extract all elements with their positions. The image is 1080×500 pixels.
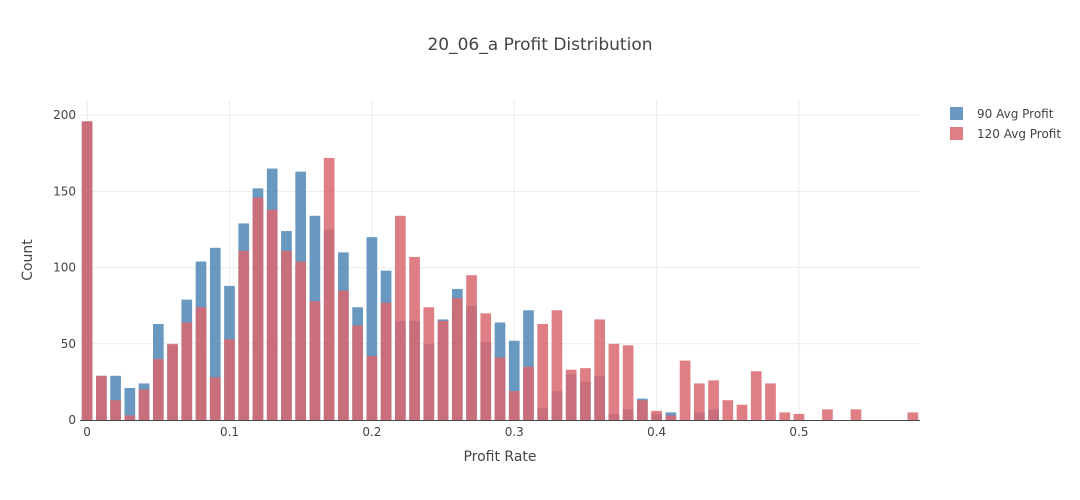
y-tick-label: 0 [68,413,76,427]
bar-series-2[interactable] [494,357,506,420]
bar-series-2[interactable] [765,383,776,420]
bar-series-2[interactable] [338,290,349,420]
x-tick-labels: 0 0.1 0.2 0.3 0.4 0.5 [83,425,808,439]
bar-series-2[interactable] [651,410,662,420]
bar-series-2[interactable] [423,307,435,420]
bar-series-2[interactable] [907,412,919,420]
legend-swatch [950,127,963,140]
bar-series-2[interactable] [822,409,833,420]
bar-series-2[interactable] [523,366,534,420]
bar-series-2[interactable] [665,415,677,420]
bar-series-2[interactable] [152,359,164,420]
y-tick-label: 200 [53,108,76,122]
bar-series-1[interactable] [366,237,378,420]
bar-series-2[interactable] [466,275,477,420]
bar-series-2[interactable] [622,345,634,420]
y-tick-labels: 0 50 100 150 200 [53,108,76,427]
bar-series-1[interactable] [508,340,520,420]
bar-series-2[interactable] [209,377,221,420]
bar-series-2[interactable] [323,157,335,420]
bar-series-2[interactable] [708,380,719,420]
y-tick-label: 150 [53,184,76,198]
bar-series-2[interactable] [266,209,278,420]
bar-series-2[interactable] [722,400,734,420]
chart-title: 20_06_a Profit Distribution [427,35,652,55]
bar-series-2[interactable] [594,319,605,420]
bar-series-2[interactable] [395,215,406,420]
bar-series-2[interactable] [608,343,620,420]
bar-series-2[interactable] [736,404,748,420]
bar-series-2[interactable] [224,339,235,420]
bar-series-2[interactable] [508,391,520,420]
bar-series-1[interactable] [209,247,221,420]
bar-series-2[interactable] [138,389,150,420]
legend-item-series-2[interactable]: 120 Avg Profit [950,127,1061,141]
x-tick-label: 0.3 [505,425,524,439]
legend[interactable]: 90 Avg Profit 120 Avg Profit [950,107,1061,141]
bar-series-2[interactable] [437,320,449,420]
bar-series-2[interactable] [750,371,762,420]
bar-series-2[interactable] [110,400,121,420]
bar-series-2[interactable] [195,307,207,420]
bar-series-2[interactable] [679,360,691,420]
x-tick-label: 0.4 [647,425,666,439]
y-tick-label: 50 [61,337,76,351]
y-tick-label: 100 [53,261,76,275]
bar-series-2[interactable] [693,383,705,420]
bar-series-2[interactable] [81,121,93,420]
bar-series-1[interactable] [124,388,136,420]
bar-series-2[interactable] [352,325,363,420]
legend-item-series-1[interactable]: 90 Avg Profit [950,107,1054,121]
bars-layer [81,121,919,420]
x-tick-label: 0.2 [362,425,381,439]
bar-series-2[interactable] [295,261,307,420]
x-tick-label: 0.5 [789,425,808,439]
bar-series-1[interactable] [110,375,121,420]
bar-series-2[interactable] [451,298,463,420]
bar-series-2[interactable] [309,301,321,420]
bar-series-2[interactable] [850,409,862,420]
bar-series-2[interactable] [181,322,193,420]
y-axis-title: Count [20,239,36,281]
bar-series-1[interactable] [523,310,534,420]
legend-label: 90 Avg Profit [977,107,1054,121]
bar-series-2[interactable] [779,412,791,420]
bar-series-2[interactable] [565,369,577,420]
bar-series-2[interactable] [637,400,648,420]
bar-series-2[interactable] [380,302,392,420]
x-axis-title: Profit Rate [463,449,536,465]
bar-series-2[interactable] [167,343,178,420]
bar-series-2[interactable] [580,368,591,420]
x-tick-label: 0.1 [220,425,239,439]
bar-series-2[interactable] [480,313,492,420]
legend-label: 120 Avg Profit [977,127,1061,141]
bar-series-2[interactable] [238,250,250,420]
bar-series-2[interactable] [537,324,549,420]
bar-series-2[interactable] [551,310,563,420]
bar-series-2[interactable] [793,413,805,420]
bar-series-2[interactable] [96,375,107,420]
bar-series-2[interactable] [366,356,378,420]
legend-swatch [950,107,963,120]
x-tick-label: 0 [83,425,91,439]
bar-series-2[interactable] [252,197,264,420]
bar-series-2[interactable] [124,415,136,420]
bar-series-2[interactable] [281,250,292,420]
bar-series-2[interactable] [409,256,420,420]
